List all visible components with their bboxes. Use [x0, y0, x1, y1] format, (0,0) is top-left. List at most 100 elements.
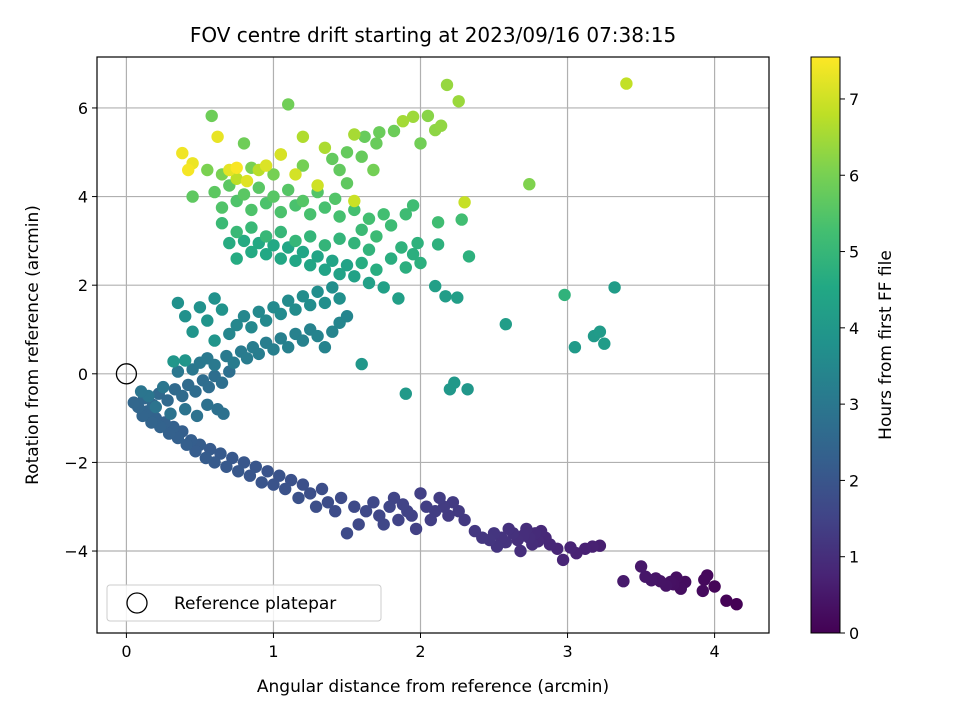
data-point [296, 159, 310, 172]
data-point [433, 491, 446, 505]
data-point [274, 205, 287, 219]
data-point [240, 174, 254, 188]
data-point [182, 163, 195, 177]
data-point [145, 416, 158, 429]
data-point [282, 98, 295, 111]
data-point [157, 380, 170, 394]
data-point [230, 172, 243, 185]
data-point [245, 203, 258, 217]
data-point [598, 337, 611, 350]
chart-title: FOV centre drift starting at 2023/09/16 … [190, 23, 676, 47]
x-tick-label: 1 [268, 642, 278, 661]
colorbar: 0 1 2 3 4 5 6 7 Hours from first FF file [810, 56, 896, 643]
data-point [373, 126, 386, 139]
data-point [634, 560, 648, 573]
data-point [333, 232, 346, 245]
data-point [315, 482, 329, 496]
data-point [304, 298, 317, 312]
y-tick-label: 6 [78, 99, 88, 118]
data-point [259, 159, 273, 172]
data-point [304, 487, 317, 500]
data-point [414, 487, 427, 500]
data-point [199, 451, 212, 465]
data-point [411, 236, 424, 250]
data-point [429, 279, 442, 293]
data-point [296, 290, 310, 303]
data-point [452, 95, 465, 108]
data-point [340, 310, 354, 323]
data-point [186, 190, 199, 203]
data-point [226, 451, 239, 465]
data-point [274, 332, 287, 345]
data-point [329, 505, 342, 518]
data-point [292, 491, 305, 505]
x-tick-label: 2 [415, 642, 425, 661]
reference-marker-layer [115, 363, 138, 385]
data-point [304, 230, 317, 243]
colorbar-tick-label: 0 [849, 624, 859, 643]
colorbar-title: Hours from first FF file [876, 250, 896, 440]
data-point [211, 130, 224, 143]
data-point [259, 248, 273, 261]
data-point [190, 409, 204, 423]
data-point [392, 513, 405, 527]
data-point [180, 438, 193, 451]
data-point [304, 259, 317, 272]
data-point [399, 261, 412, 274]
data-point [237, 310, 251, 323]
data-point [267, 343, 280, 356]
data-point [696, 584, 709, 598]
data-point [214, 447, 227, 460]
y-axis-title: Rotation from reference (arcmin) [23, 205, 43, 485]
data-point [462, 250, 476, 263]
data-point [414, 256, 427, 270]
data-point [201, 314, 214, 327]
data-point [261, 465, 274, 478]
data-point [340, 259, 354, 272]
data-point [167, 355, 180, 368]
data-point [237, 188, 251, 201]
data-point [620, 77, 633, 90]
data-point [309, 500, 323, 513]
data-point [284, 473, 298, 487]
data-point [318, 141, 332, 154]
data-point [289, 254, 302, 267]
data-point [396, 498, 410, 511]
data-point [237, 234, 251, 248]
data-point [698, 573, 711, 586]
data-point [220, 460, 233, 473]
data-point [176, 146, 189, 160]
data-point [249, 460, 262, 473]
data-point [237, 456, 251, 469]
data-point [370, 137, 383, 150]
data-point [458, 196, 471, 209]
data-point [243, 469, 257, 482]
data-point [455, 213, 468, 226]
x-tick-label: 4 [709, 642, 719, 661]
data-point [215, 217, 229, 230]
data-point [333, 292, 346, 305]
colorbar-tick-label: 6 [849, 166, 859, 185]
data-point [362, 243, 376, 256]
data-point [215, 201, 229, 214]
data-point [274, 148, 287, 161]
data-point [179, 310, 192, 323]
data-point [311, 329, 324, 343]
data-point [186, 325, 199, 338]
data-point [240, 352, 254, 365]
data-point [326, 325, 339, 338]
data-point [223, 327, 236, 341]
data-point [227, 356, 240, 369]
data-point [255, 476, 268, 489]
data-point [608, 281, 621, 294]
data-point [377, 208, 390, 221]
data-point [176, 389, 189, 403]
data-point [383, 500, 396, 513]
data-point [134, 385, 148, 398]
data-point [230, 225, 243, 239]
data-point [245, 221, 258, 234]
data-point [179, 354, 192, 367]
data-point [189, 385, 202, 398]
data-point [558, 288, 571, 302]
data-point [205, 109, 218, 123]
